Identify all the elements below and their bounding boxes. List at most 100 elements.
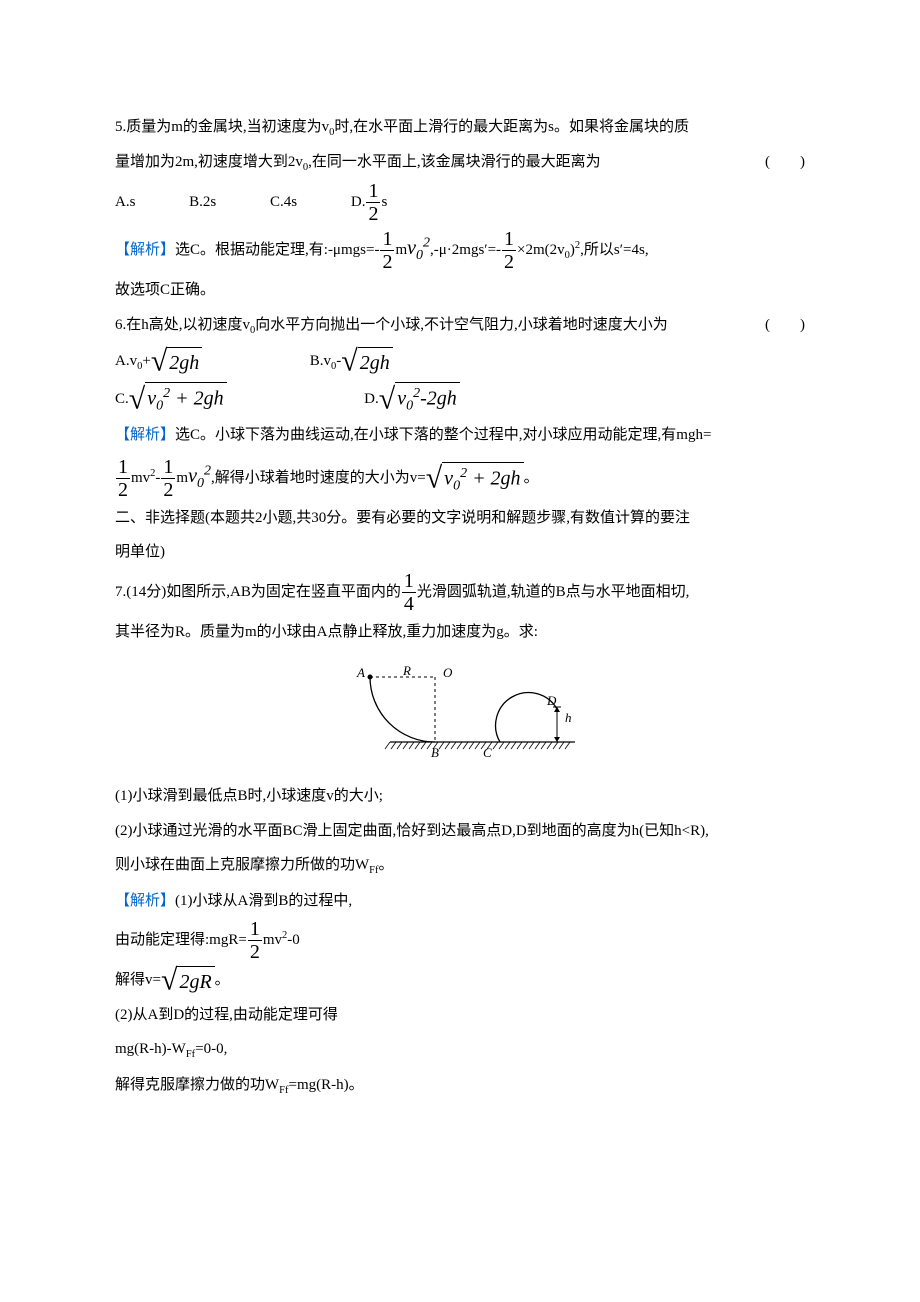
q7-ans6: 解得克服摩擦力做的功WFf=mg(R-h)。 <box>115 1068 805 1103</box>
text: 时,在水平面上滑行的最大距离为s。如果将金属块的质 <box>334 119 689 135</box>
fraction: 12 <box>161 456 175 501</box>
option-d-prefix: D. <box>351 194 366 210</box>
analysis-label: 【解析】 <box>115 242 175 258</box>
text: ,解得小球着地时速度的大小为v= <box>211 470 426 486</box>
text: 由动能定理得:mgR= <box>115 932 247 948</box>
text: 6.在h高处,以初速度v <box>115 317 250 333</box>
q7-ans5: mg(R-h)-WFf=0-0, <box>115 1032 805 1067</box>
text: - <box>155 470 160 486</box>
text: (2)小球通过光滑的水平面BC滑上固定曲面,恰好到达最高点D,D到地面的高度为h… <box>115 823 709 839</box>
text: ×2m(2v <box>517 242 565 258</box>
q6-options-row1: A.v0+√2gh B.v0-√2gh <box>115 343 805 381</box>
q7-ans3: 解得v=√2gR。 <box>115 963 805 998</box>
q7-line2: 其半径为R。质量为m的小球由A点静止释放,重力加速度为g。求: <box>115 615 805 650</box>
sqrt: √v02-2gh <box>379 381 460 419</box>
text: 7.(14分)如图所示,AB为固定在竖直平面内的 <box>115 584 401 600</box>
q7-ans1: 【解析】(1)小球从A滑到B的过程中, <box>115 884 805 919</box>
math-v: v02 <box>407 237 430 259</box>
text: 解得克服摩擦力做的功W <box>115 1077 279 1093</box>
analysis-label: 【解析】 <box>115 893 175 909</box>
text: 5.质量为m的金属块,当初速度为v <box>115 119 329 135</box>
fraction: 12 <box>248 918 262 963</box>
text: (1)小球滑到最低点B时,小球速度v的大小; <box>115 788 383 804</box>
text: 其半径为R。质量为m的小球由A点静止释放,重力加速度为g。求: <box>115 624 538 640</box>
q5-line2: 量增加为2m,初速度增大到2v0,在同一水平面上,该金属块滑行的最大距离为 ( … <box>115 145 805 180</box>
sqrt: √2gh <box>151 343 202 381</box>
fraction: 14 <box>402 570 416 615</box>
option-d-suffix: s <box>381 194 387 210</box>
diagram-svg: A O R B C Dh <box>335 657 585 767</box>
q6-line1: 6.在h高处,以初速度v0向水平方向抛出一个小球,不计空气阻力,小球着地时速度大… <box>115 308 805 343</box>
svg-text:R: R <box>402 663 411 678</box>
page: 5.质量为m的金属块,当初速度为v0时,在水平面上滑行的最大距离为s。如果将金属… <box>0 0 920 1302</box>
text: =mg(R-h)。 <box>289 1077 364 1093</box>
analysis-label: 【解析】 <box>115 427 175 443</box>
text: (1)小球从A滑到B的过程中, <box>175 893 352 909</box>
q6-options-row2: C.√v02 + 2gh D.√v02-2gh <box>115 381 805 419</box>
q5-analysis-2: 故选项C正确。 <box>115 273 805 308</box>
option-b: B.2s <box>189 194 216 210</box>
text: 二、非选择题(本题共2小题,共30分。要有必要的文字说明和解题步骤,有数值计算的… <box>115 510 690 526</box>
option-a-prefix: A.v <box>115 353 137 369</box>
text: 量增加为2m,初速度增大到2v <box>115 154 303 170</box>
q7-line1: 7.(14分)如图所示,AB为固定在竖直平面内的14光滑圆弧轨道,轨道的B点与水… <box>115 570 805 615</box>
answer-paren: ( ) <box>765 145 805 180</box>
text: -0 <box>287 932 300 948</box>
sub: Ff <box>369 865 378 876</box>
q5-analysis-1: 【解析】选C。根据动能定理,有:-μmgs=-12mv02,-μ·2mgs′=-… <box>115 225 805 273</box>
option-d-prefix: D. <box>364 391 379 407</box>
q5-line1: 5.质量为m的金属块,当初速度为v0时,在水平面上滑行的最大距离为s。如果将金属… <box>115 110 805 145</box>
sqrt: √v02 + 2gh <box>129 381 227 419</box>
option-b-prefix: B.v <box>310 353 331 369</box>
text: m <box>176 470 188 486</box>
sub: Ff <box>186 1049 195 1060</box>
text: m <box>395 242 407 258</box>
fraction: 12 <box>380 228 394 273</box>
section2-line1: 二、非选择题(本题共2小题,共30分。要有必要的文字说明和解题步骤,有数值计算的… <box>115 501 805 536</box>
text: 向水平方向抛出一个小球,不计空气阻力,小球着地时速度大小为 <box>255 317 668 333</box>
svg-text:B: B <box>431 745 439 760</box>
q7-part2a: (2)小球通过光滑的水平面BC滑上固定曲面,恰好到达最高点D,D到地面的高度为h… <box>115 814 805 849</box>
q6-analysis-2: 12mv2-12mv02,解得小球着地时速度的大小为v=√v02 + 2gh。 <box>115 453 805 501</box>
q7-ans4: (2)从A到D的过程,由动能定理可得 <box>115 998 805 1033</box>
q5-options: A.s B.2s C.4s D.12s <box>115 180 805 225</box>
section2-line2: 明单位) <box>115 535 805 570</box>
text: mg(R-h)-W <box>115 1041 186 1057</box>
text: 。 <box>524 470 539 486</box>
text: 选C。根据动能定理,有:-μmgs=- <box>175 242 379 258</box>
svg-text:O: O <box>443 665 453 680</box>
sub: Ff <box>279 1085 288 1096</box>
q7-ans2: 由动能定理得:mgR=12mv2-0 <box>115 918 805 963</box>
sqrt: √2gh <box>341 343 392 381</box>
math-v: v02 <box>188 465 211 487</box>
sqrt: √2gR <box>161 963 215 998</box>
text: 解得v= <box>115 972 161 988</box>
text: ,-μ·2mgs′=- <box>430 242 501 258</box>
option-c-prefix: C. <box>115 391 129 407</box>
text: mv <box>263 932 282 948</box>
svg-text:A: A <box>356 665 365 680</box>
text: mv <box>131 470 150 486</box>
text: 明单位) <box>115 544 165 560</box>
text: 则小球在曲面上克服摩擦力所做的功W <box>115 857 369 873</box>
q7-diagram: A O R B C Dh <box>115 657 805 771</box>
text: 故选项C正确。 <box>115 282 215 298</box>
text: (2)从A到D的过程,由动能定理可得 <box>115 1007 338 1023</box>
text: ,在同一水平面上,该金属块滑行的最大距离为 <box>308 154 601 170</box>
answer-paren: ( ) <box>765 308 805 343</box>
text: =0-0, <box>195 1041 227 1057</box>
plus: + <box>142 353 150 369</box>
text: 。 <box>215 972 230 988</box>
svg-text:C: C <box>483 745 492 760</box>
svg-text:D: D <box>546 693 557 708</box>
q7-part2b: 则小球在曲面上克服摩擦力所做的功WFf。 <box>115 848 805 883</box>
fraction: 12 <box>502 228 516 273</box>
svg-text:h: h <box>565 710 572 725</box>
option-c: C.4s <box>270 194 297 210</box>
text: ,所以s′=4s, <box>580 242 648 258</box>
text: 光滑圆弧轨道,轨道的B点与水平地面相切, <box>417 584 690 600</box>
fraction: 12 <box>116 456 130 501</box>
option-a: A.s <box>115 194 135 210</box>
text: 。 <box>379 857 394 873</box>
sqrt: √v02 + 2gh <box>426 461 524 496</box>
